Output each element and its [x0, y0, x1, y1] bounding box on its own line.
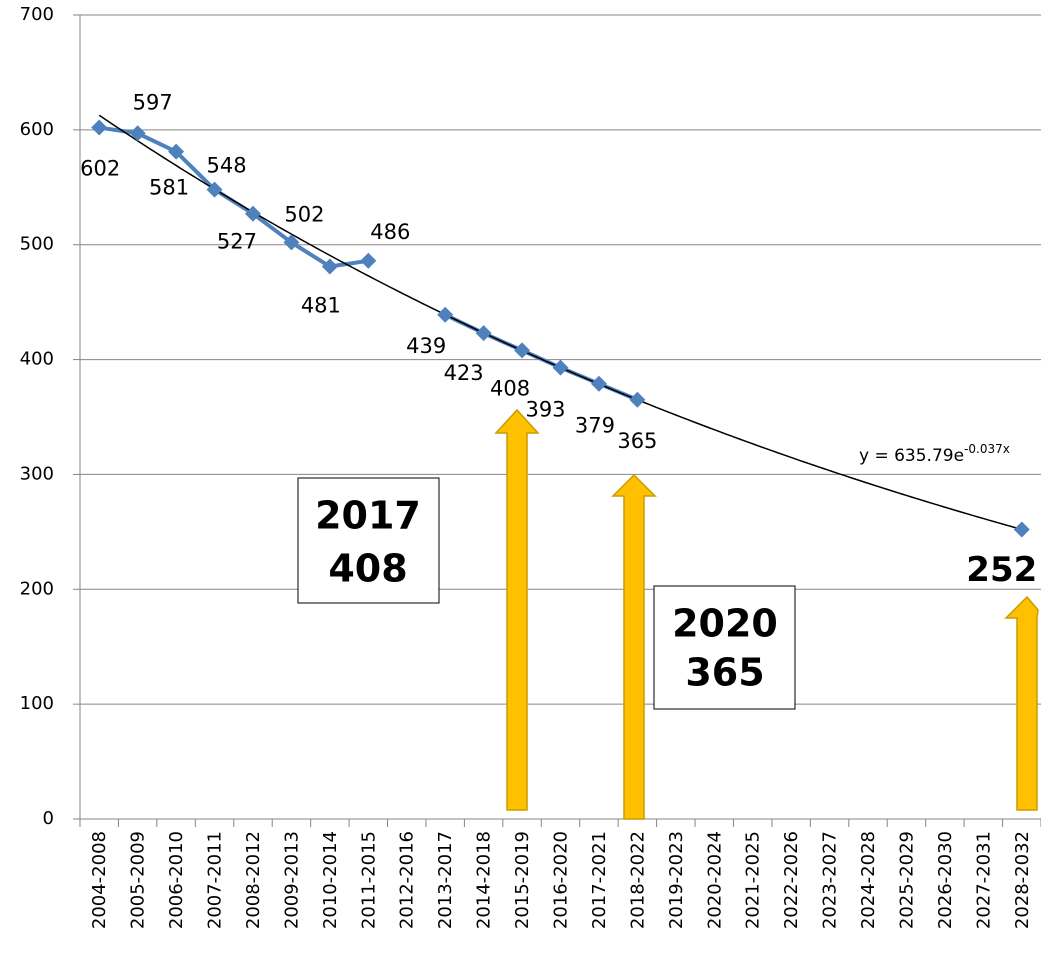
x-tick-label: 2026-2030 — [935, 831, 956, 929]
data-label: 486 — [370, 220, 410, 244]
marker — [168, 143, 185, 160]
data-label: 548 — [206, 154, 246, 178]
x-tick-label: 2012-2016 — [397, 831, 418, 929]
data-label: 597 — [133, 90, 173, 114]
series-line — [99, 128, 1022, 530]
x-tick-label: 2004-2008 — [89, 831, 110, 929]
marker — [437, 306, 454, 323]
x-tick-label: 2019-2023 — [666, 831, 687, 929]
equation-exponent: -0.037x — [964, 442, 1010, 456]
marker — [475, 325, 492, 342]
data-label: 393 — [525, 398, 565, 422]
x-tick-label: 2009-2013 — [281, 831, 302, 929]
x-tick-label: 2005-2009 — [128, 831, 149, 929]
data-label: 408 — [490, 376, 530, 400]
x-tick-label: 2017-2021 — [589, 831, 610, 929]
y-tick-label: 400 — [20, 349, 54, 370]
x-tick-label: 2013-2017 — [435, 831, 456, 929]
data-label: 439 — [406, 334, 446, 358]
marker — [283, 234, 300, 251]
x-tick-label: 2021-2025 — [743, 831, 764, 929]
x-tick-label: 2025-2029 — [896, 831, 917, 929]
x-tick-label: 2010-2014 — [320, 831, 341, 929]
x-tick-label: 2014-2018 — [474, 831, 495, 929]
x-tick-label: 2028-2032 — [1012, 831, 1033, 929]
data-label: 602 — [80, 157, 120, 181]
y-tick-label: 600 — [20, 119, 54, 140]
data-label: 423 — [444, 361, 484, 385]
marker — [244, 205, 261, 222]
annotation-text: 365 — [685, 651, 764, 695]
annotation-box: 2020 365 — [653, 585, 796, 710]
marker — [321, 258, 338, 275]
data-label: 379 — [575, 414, 615, 438]
y-tick-label: 700 — [20, 4, 54, 25]
marker — [514, 342, 531, 359]
arrows — [494, 408, 1039, 820]
x-tick-label: 2023-2027 — [820, 831, 841, 929]
marker — [552, 359, 569, 376]
data-label: 527 — [217, 230, 257, 254]
x-tick-label: 2006-2010 — [166, 831, 187, 929]
equation-text: y = 635.79e — [859, 446, 964, 466]
y-tick-label: 300 — [20, 463, 54, 484]
arrow — [611, 473, 657, 820]
x-tick-label: 2022-2026 — [781, 831, 802, 929]
x-tick-label: 2007-2011 — [205, 831, 226, 929]
data-label: 502 — [284, 202, 324, 226]
annotation-box: 2017 408 — [297, 477, 440, 604]
marker — [629, 391, 646, 408]
data-label: 365 — [617, 429, 657, 453]
x-tick-label: 2024-2028 — [858, 831, 879, 929]
x-tick-label: 2008-2012 — [243, 831, 264, 929]
y-tick-label: 0 — [43, 808, 54, 829]
x-tick-label: 2015-2019 — [512, 831, 533, 929]
data-label: 252 — [966, 550, 1037, 590]
marker — [206, 181, 223, 198]
x-tick-label: 2011-2015 — [358, 831, 379, 929]
annotation-text: 2017 — [315, 494, 421, 538]
data-label: 481 — [301, 294, 341, 318]
annotation-text: 408 — [328, 547, 407, 591]
trendline-equation: y = 635.79e-0.037x — [859, 442, 1010, 467]
plot: 0 100 200 300 400 500 600 700 2004-2008 2005-2009… — [20, 4, 1041, 929]
x-tick-label: 2016-2020 — [551, 831, 572, 929]
y-tick-label: 100 — [20, 693, 54, 714]
marker — [129, 125, 146, 142]
x-tick-label: 2020-2024 — [704, 831, 725, 929]
y-tick-label: 200 — [20, 578, 54, 599]
annotation-text: 2020 — [672, 602, 778, 646]
x-tick-label: 2018-2022 — [627, 831, 648, 929]
y-tick-label: 500 — [20, 234, 54, 255]
data-label: 581 — [149, 176, 189, 200]
marker — [91, 119, 108, 136]
arrow — [494, 408, 540, 811]
marker — [1013, 521, 1030, 538]
x-tick-label: 2027-2031 — [973, 831, 994, 929]
marker — [360, 252, 377, 269]
arrow — [1004, 595, 1039, 811]
marker — [590, 375, 607, 392]
